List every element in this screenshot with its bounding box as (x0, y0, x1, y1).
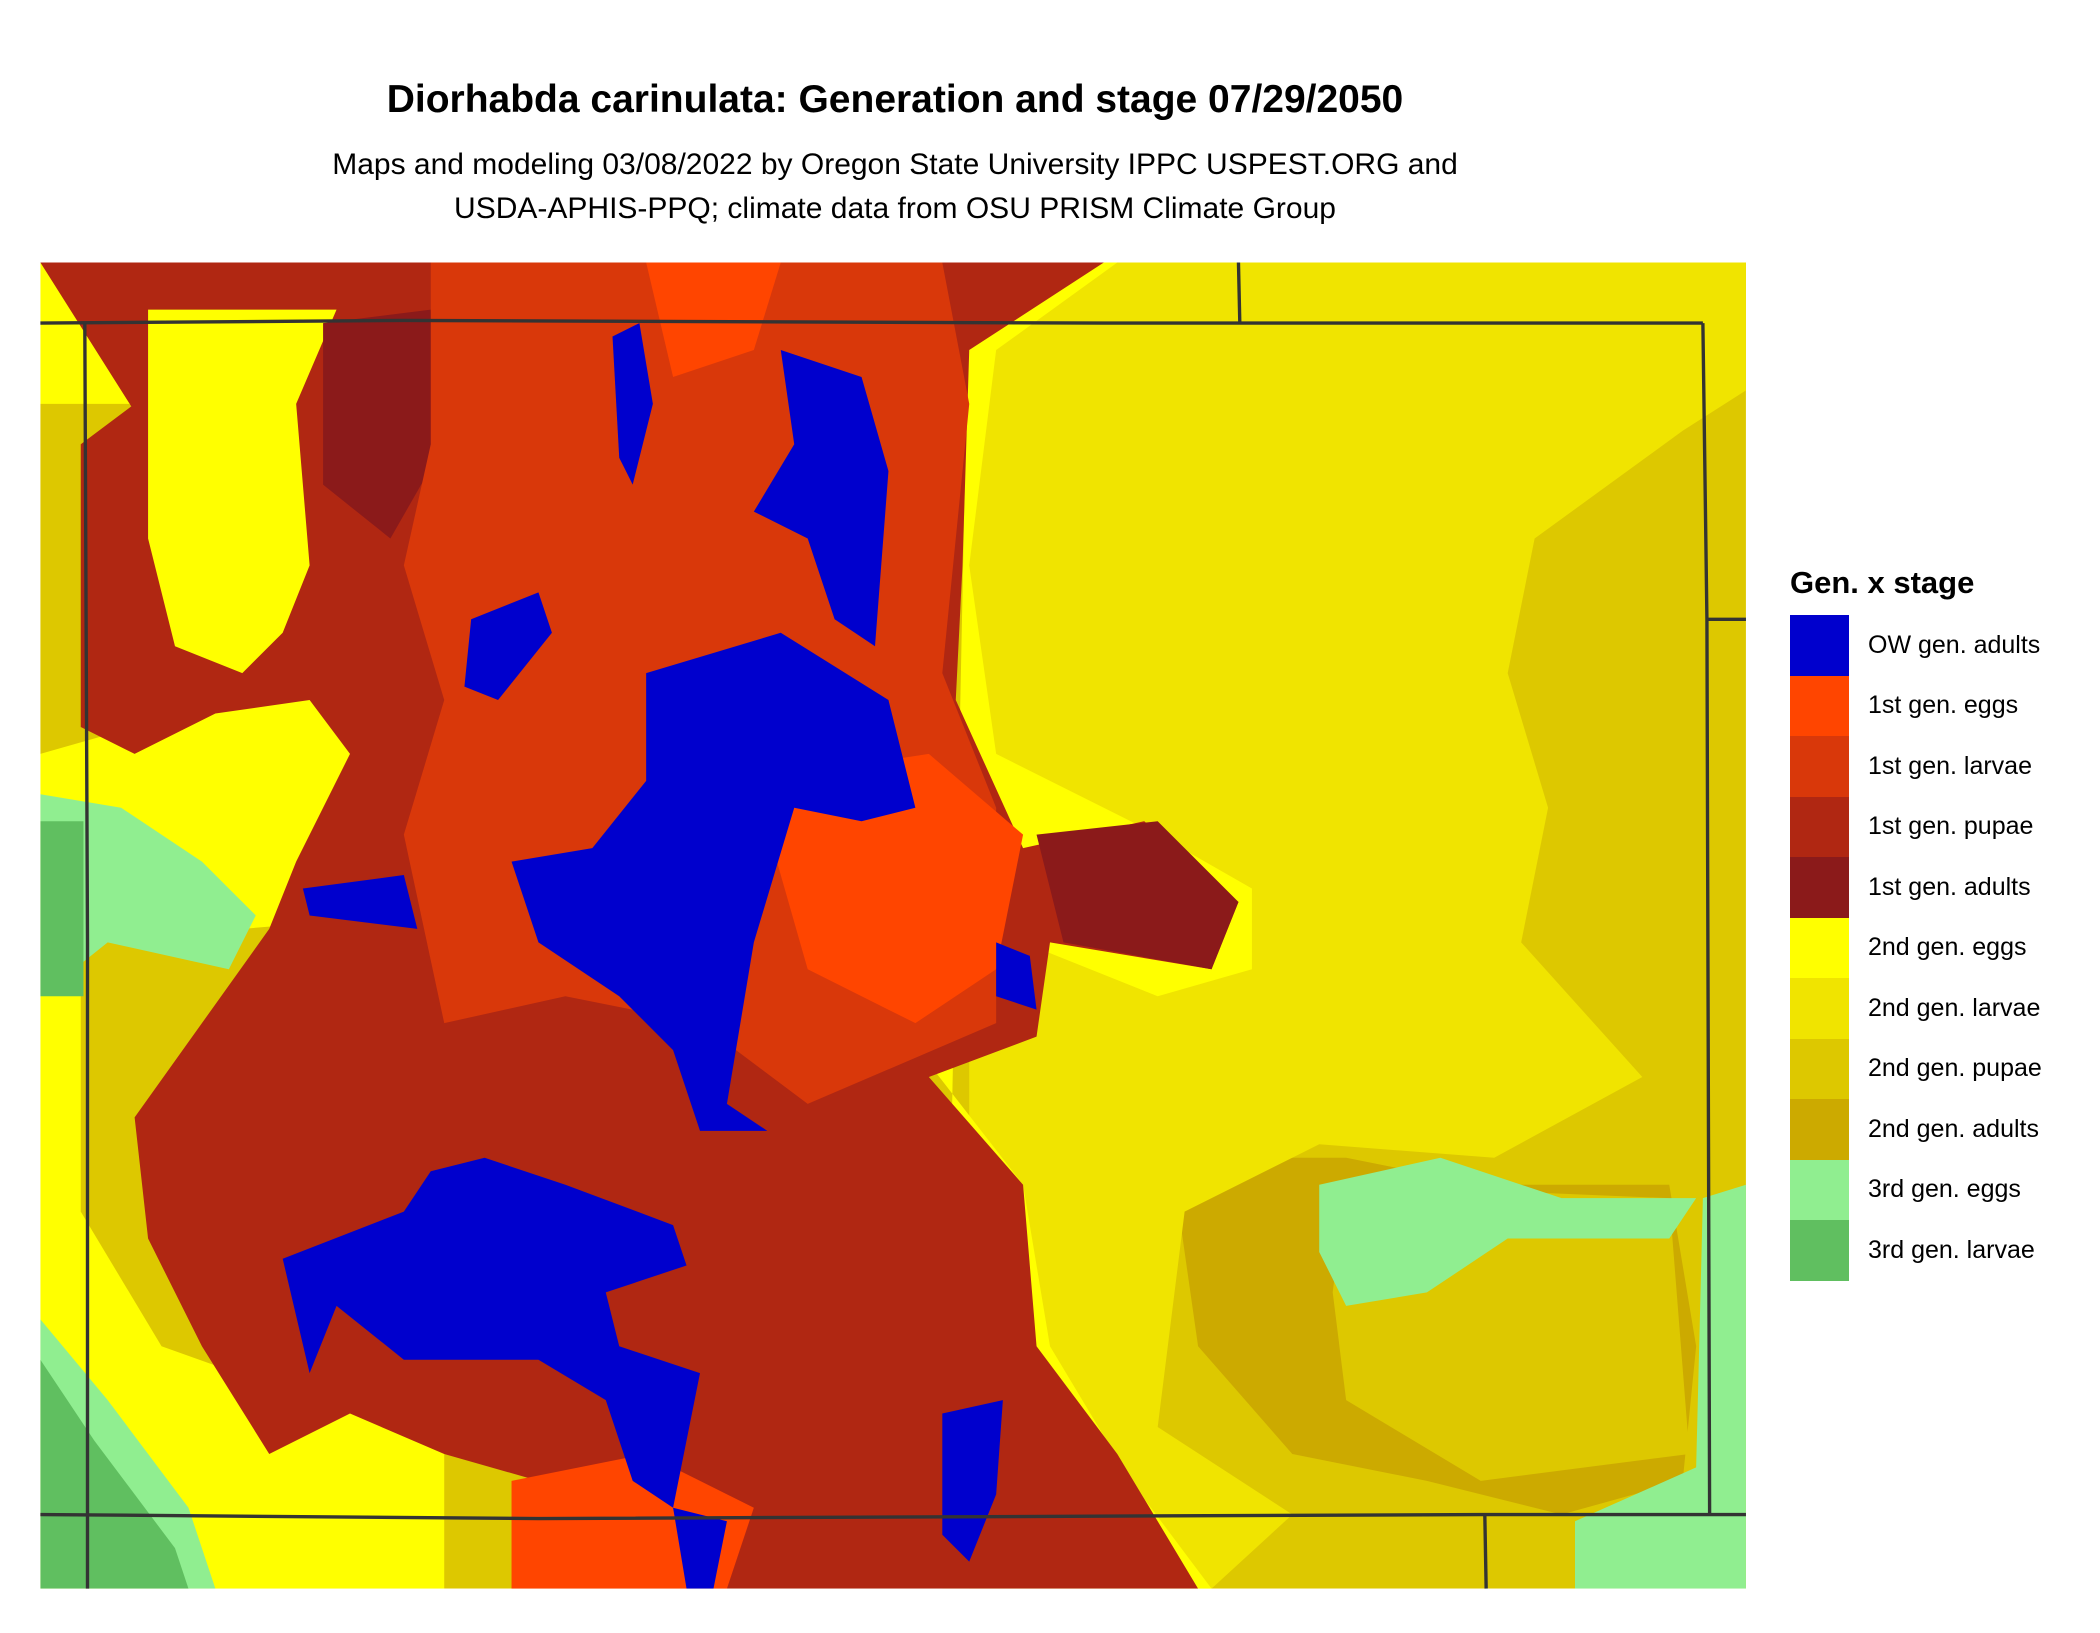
region-3rd-eggs-west (40, 794, 256, 997)
legend-item: 2nd gen. larvae (1790, 978, 2042, 1039)
region-ow-adults-east (996, 942, 1037, 1010)
legend-swatch (1790, 917, 1849, 978)
region-2nd-larvae (969, 262, 1746, 1589)
legend-item: 2nd gen. eggs (1790, 917, 2042, 978)
region-ow-adults-sw (282, 1157, 700, 1508)
legend-swatch (1790, 1038, 1849, 1099)
boundary-north (40, 318, 1703, 325)
legend-label: 1st gen. eggs (1868, 691, 2019, 720)
region-ow-adults-left (302, 875, 418, 929)
region-ow-adults-se (942, 1400, 1003, 1562)
legend-label: 2nd gen. eggs (1868, 933, 2027, 962)
legend-label: 3rd gen. larvae (1868, 1235, 2035, 1264)
region-ow-adults-west (464, 592, 552, 701)
region-3rd-eggs-right (1575, 1184, 1746, 1589)
region-1st-eggs-central (753, 753, 1024, 1024)
legend-label: OW gen. adults (1868, 630, 2041, 659)
legend-item: OW gen. adults (1790, 615, 2042, 676)
legend-label: 2nd gen. larvae (1868, 993, 2041, 1022)
legend-swatch (1790, 796, 1849, 857)
region-3rd-larvae-sw (40, 1359, 189, 1589)
boundary-north-spur (1236, 262, 1242, 324)
legend-swatch (1790, 1099, 1849, 1160)
region-1st-eggs-north (646, 262, 781, 377)
boundary-west (83, 323, 90, 1589)
region-ow-adults-central (511, 632, 916, 1131)
legend-item: 1st gen. eggs (1790, 675, 2042, 736)
boundary-south (40, 1512, 1746, 1521)
legend-item: 3rd gen. larvae (1790, 1220, 2042, 1281)
region-1st-adults-nw (323, 309, 445, 539)
legend-swatch (1790, 857, 1849, 918)
region-ow-adults-north (612, 323, 653, 485)
region-3rd-eggs-east (1319, 1157, 1697, 1306)
legend-swatch (1790, 1159, 1849, 1220)
legend-item: 1st gen. pupae (1790, 796, 2042, 857)
legend-item: 2nd gen. pupae (1790, 1038, 2042, 1099)
legend-label: 1st gen. larvae (1868, 751, 2032, 780)
legend-label: 2nd gen. pupae (1868, 1054, 2042, 1083)
region-ow-adults-south (673, 1507, 727, 1589)
legend-swatch (1790, 978, 1849, 1039)
region-2nd-eggs-nw (148, 309, 337, 674)
legend-swatch (1790, 1220, 1849, 1281)
boundary-south-spur (1483, 1514, 1488, 1589)
state-boundaries (40, 262, 1746, 1589)
legend-label: 1st gen. pupae (1868, 812, 2034, 841)
map-subtitle-line-1: Maps and modeling 03/08/2022 by Oregon S… (332, 148, 1458, 181)
region-ow-adults-ne (753, 350, 889, 647)
legend-item: 3rd gen. eggs (1790, 1159, 2042, 1220)
legend-swatch (1790, 675, 1849, 736)
legend-title: Gen. x stage (1790, 565, 1975, 600)
legend-label: 1st gen. adults (1868, 872, 2031, 901)
legend-item: 1st gen. adults (1790, 857, 2042, 918)
legend-swatch (1790, 615, 1849, 676)
map-title: Diorhabda carinulata: Generation and sta… (386, 78, 1404, 121)
legend-swatch (1790, 736, 1849, 797)
legend-item: 2nd gen. adults (1790, 1099, 2042, 1160)
region-3rd-larvae-west (40, 821, 84, 997)
region-1st-adults-east (1036, 821, 1239, 970)
legend: Gen. x stage OW gen. adults 1st gen. eggs… (1790, 565, 2042, 1281)
legend-label: 2nd gen. adults (1868, 1114, 2039, 1143)
legend-label: 3rd gen. eggs (1868, 1175, 2021, 1204)
map-subtitle-line-2: USDA-APHIS-PPQ; climate data from OSU PR… (454, 192, 1336, 225)
legend-item: 1st gen. larvae (1790, 736, 2042, 797)
